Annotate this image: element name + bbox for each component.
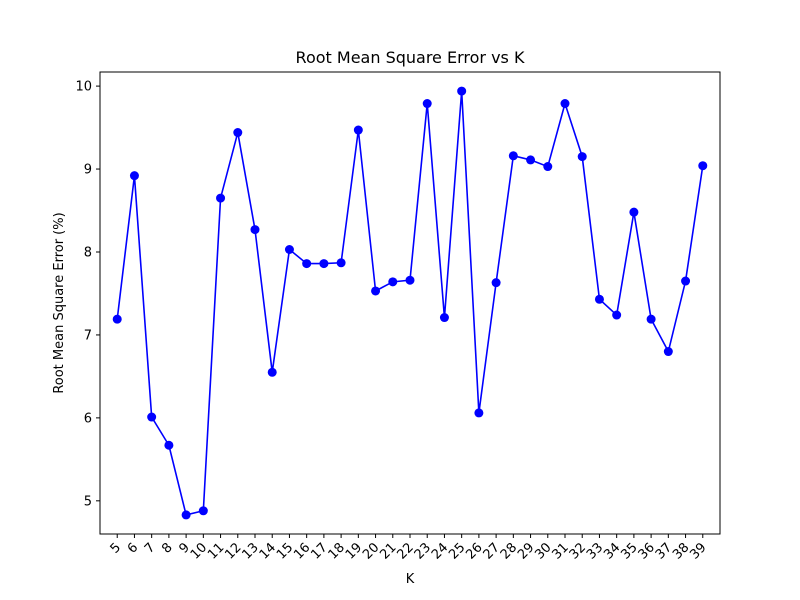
y-tick-label: 5 xyxy=(84,494,92,509)
data-point xyxy=(698,161,708,171)
data-point xyxy=(491,278,501,288)
data-point xyxy=(663,347,673,357)
data-point xyxy=(319,259,329,269)
data-point xyxy=(543,162,553,172)
data-point xyxy=(267,367,277,377)
data-point xyxy=(284,245,294,255)
y-axis-title: Root Mean Square Error (%) xyxy=(52,212,67,393)
data-point xyxy=(336,258,346,268)
data-point xyxy=(129,171,139,181)
data-point xyxy=(457,86,467,96)
x-tick-label: 6 xyxy=(125,540,141,556)
data-point xyxy=(388,277,398,287)
data-point xyxy=(216,193,226,203)
y-tick-label: 10 xyxy=(75,80,92,95)
chart-title: Root Mean Square Error vs K xyxy=(296,48,525,67)
data-point xyxy=(405,275,415,285)
data-point xyxy=(560,99,570,109)
data-point xyxy=(422,99,432,109)
data-point xyxy=(526,155,536,165)
series-layer xyxy=(112,86,708,520)
y-axis: 5 6 7 8 9 10 xyxy=(75,80,100,509)
data-point xyxy=(371,286,381,296)
data-point xyxy=(612,310,622,320)
data-point xyxy=(439,313,449,323)
plot-area xyxy=(99,71,721,535)
x-tick-label: 5 xyxy=(108,540,124,556)
data-point xyxy=(250,225,260,235)
data-point xyxy=(181,510,191,520)
data-point xyxy=(474,408,484,418)
data-point xyxy=(164,440,174,450)
data-point xyxy=(629,207,639,217)
data-point xyxy=(577,152,587,162)
data-point xyxy=(594,294,604,304)
data-point xyxy=(681,276,691,286)
data-point xyxy=(302,259,312,269)
data-point xyxy=(646,314,656,324)
y-tick-label: 6 xyxy=(84,411,92,426)
y-tick-label: 8 xyxy=(84,245,92,260)
data-point xyxy=(353,125,363,135)
y-tick-label: 9 xyxy=(84,163,92,178)
data-point xyxy=(147,412,157,422)
x-axis: 5 6 7 8 910111213141516171819202122232425262… xyxy=(108,534,710,563)
data-point xyxy=(508,151,518,161)
y-tick-label: 7 xyxy=(84,328,92,343)
x-tick-label: 7 xyxy=(142,540,158,556)
x-axis-title: K xyxy=(406,572,415,587)
data-point xyxy=(233,128,243,138)
data-point xyxy=(112,314,122,324)
x-tick-label: 39 xyxy=(687,540,709,562)
x-tick-label: 8 xyxy=(159,540,175,556)
data-point xyxy=(198,506,208,516)
